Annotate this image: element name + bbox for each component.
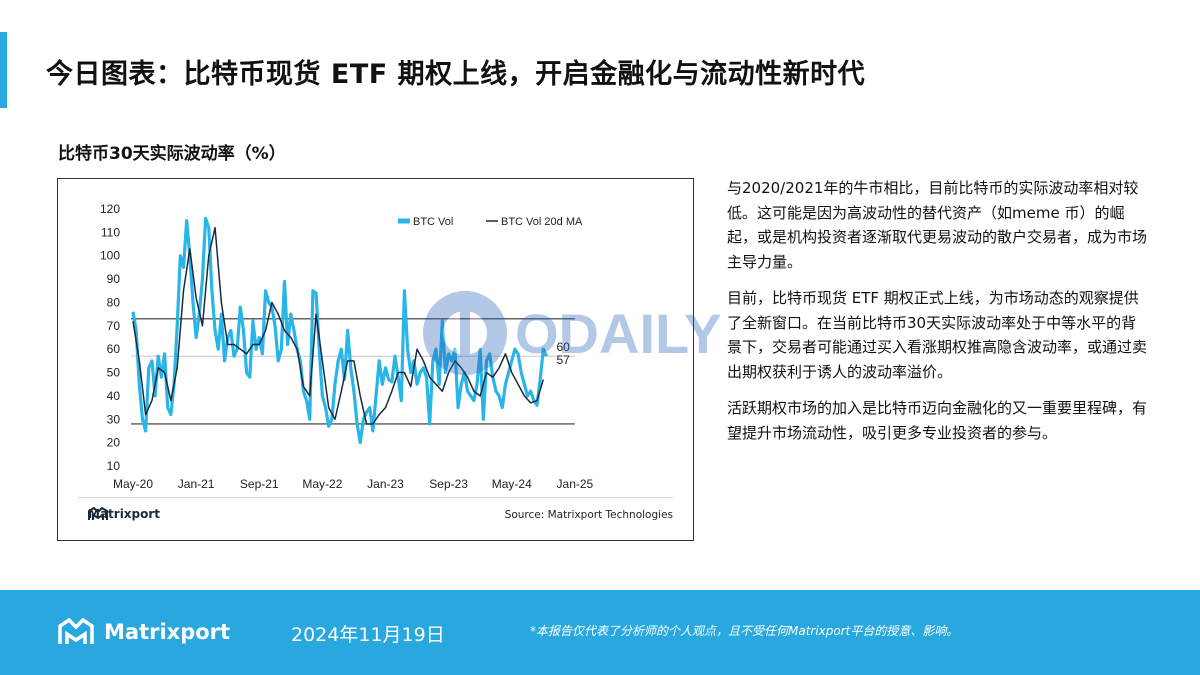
y-tick-label: 110 <box>101 225 120 239</box>
legend-label: BTC Vol <box>413 216 453 228</box>
y-tick-label: 20 <box>107 436 121 450</box>
title-accent-bar <box>0 32 7 108</box>
commentary-paragraph-2: 目前，比特币现货 ETF 期权正式上线，为市场动态的观察提供了全新窗口。在当前比… <box>727 289 1148 381</box>
matrixport-logo-icon <box>58 618 94 644</box>
y-tick-label: 30 <box>107 412 121 426</box>
commentary-paragraph-1: 与2020/2021年的牛市相比，目前比特币的实际波动率相对较低。这可能是因为高… <box>727 179 1148 271</box>
end-value-label: 57 <box>556 353 570 367</box>
y-tick-label: 100 <box>100 249 120 263</box>
x-tick-label: May-20 <box>113 477 153 491</box>
x-tick-label: Sep-21 <box>240 477 279 491</box>
y-tick-label: 70 <box>107 319 121 333</box>
commentary-paragraph-3: 活跃期权市场的加入是比特币迈向金融化的又一重要里程碑，有望提升市场流动性，吸引更… <box>727 399 1148 442</box>
x-tick-label: Jan-21 <box>178 477 215 491</box>
footer-brand-label: Matrixport <box>104 620 231 644</box>
footer-disclaimer: *本报告仅代表了分析师的个人观点，且不受任何Matrixport平台的授意、影响… <box>530 624 959 638</box>
x-tick-label: Jan-23 <box>367 477 404 491</box>
x-tick-label: May-22 <box>302 477 342 491</box>
footer-bar: Matrixport 2024年11月19日 *本报告仅代表了分析师的个人观点，… <box>0 590 1200 675</box>
x-tick-label: May-24 <box>492 477 532 491</box>
chart-footer-divider <box>78 497 673 498</box>
footer-date: 2024年11月19日 <box>291 624 445 646</box>
matrixport-logo-icon <box>88 507 108 520</box>
chart-panel: 10 20 30 40 50 60 70 80 90 100 110 120 May-20 Jan-21 S… <box>57 178 694 541</box>
y-tick-label: 60 <box>107 342 121 356</box>
y-tick-label: 80 <box>107 295 121 309</box>
y-tick-label: 120 <box>100 202 120 216</box>
x-tick-label: Jan-25 <box>557 477 594 491</box>
y-tick-label: 10 <box>107 459 121 473</box>
btc-vol-line <box>131 216 548 445</box>
commentary: 与2020/2021年的牛市相比，目前比特币的实际波动率相对较低。这可能是因为高… <box>727 176 1147 457</box>
chart-heading: 比特币30天实际波动率（%） <box>58 144 286 164</box>
end-value-label: 60 <box>556 340 570 354</box>
chart-source: Source: Matrixport Technologies <box>504 509 673 521</box>
y-tick-label: 50 <box>107 366 121 380</box>
btc-vol-ma-line <box>132 226 545 425</box>
x-tick-label: Sep-23 <box>429 477 468 491</box>
page-title: 今日图表：比特币现货 ETF 期权上线，开启金融化与流动性新时代 <box>46 59 866 90</box>
y-tick-label: 40 <box>107 389 121 403</box>
volatility-chart: 10 20 30 40 50 60 70 80 90 100 110 120 May-20 Jan-21 S… <box>100 202 594 491</box>
y-tick-label: 90 <box>107 272 121 286</box>
chart-brand: Matrixport <box>88 507 160 521</box>
footer-brand: Matrixport <box>58 618 230 646</box>
legend-label: BTC Vol 20d MA <box>501 216 583 228</box>
